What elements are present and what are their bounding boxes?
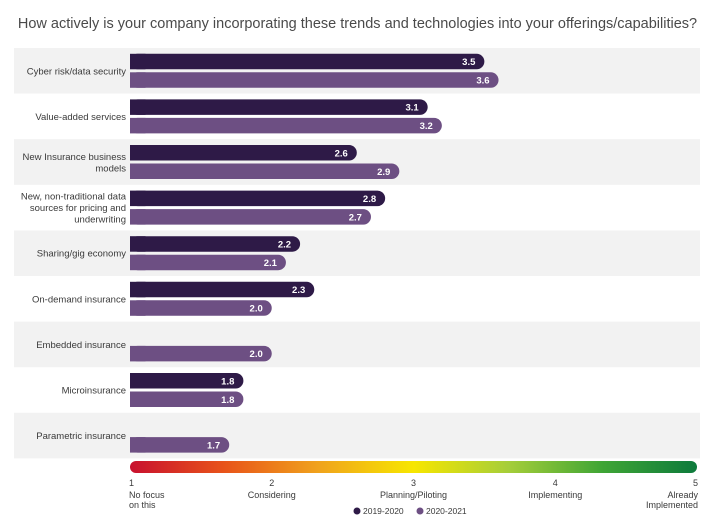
bar	[130, 117, 442, 134]
bars: 3.53.6 3.13.2 2.6 2.9 2.82.7 2.22.1 2.3 2.0 2.0 1…	[130, 53, 499, 453]
category-label: sources for pricing and	[30, 203, 126, 214]
row-bands	[14, 48, 700, 459]
bar-square-start	[130, 145, 146, 161]
bar-square-start	[130, 345, 146, 362]
tick-label: Implemented	[646, 500, 698, 510]
bar-square-start	[130, 53, 146, 70]
tick-label: No focus	[129, 490, 165, 500]
bar-square-start	[130, 300, 146, 316]
category-label: On-demand insurance	[32, 294, 126, 305]
bar-square-start	[130, 72, 146, 88]
bar-value-label: 2.8	[363, 194, 376, 205]
bar	[130, 209, 371, 225]
legend-label: 2020-2021	[426, 506, 467, 516]
bar-value-label: 1.8	[221, 376, 234, 387]
chart-title: How actively is your company incorporati…	[17, 16, 698, 32]
legend: 2019-2020 2020-2021	[353, 506, 467, 516]
category-label: New Insurance business	[23, 152, 127, 163]
bar-square-start	[130, 99, 146, 115]
bar	[130, 281, 315, 298]
bar	[130, 373, 244, 389]
bar-square-start	[130, 236, 146, 252]
bar-value-label: 3.5	[462, 57, 476, 68]
bar-square-start	[130, 391, 146, 407]
tick-label: Implementing	[528, 490, 582, 500]
bar-value-label: 1.8	[221, 395, 234, 406]
bar-value-label: 3.1	[405, 103, 419, 114]
bar-value-label: 2.3	[292, 285, 305, 296]
row-band	[14, 412, 700, 459]
tick-number: 1	[129, 478, 134, 488]
bar-value-label: 2.6	[335, 148, 348, 159]
bar-value-label: 2.1	[264, 258, 278, 269]
legend-label: 2019-2020	[363, 506, 404, 516]
bar-square-start	[130, 163, 146, 179]
category-label: New, non-traditional data	[21, 192, 127, 203]
bar	[130, 437, 230, 453]
bar	[130, 345, 272, 362]
bar-square-start	[130, 254, 146, 271]
bar	[130, 254, 286, 271]
bar-value-label: 1.7	[207, 440, 220, 451]
category-label: Sharing/gig economy	[37, 249, 126, 260]
bar-value-label: 3.6	[476, 76, 489, 87]
scale-bar	[130, 461, 697, 473]
bar-square-start	[130, 437, 146, 453]
row-band	[14, 321, 700, 368]
bar	[130, 163, 400, 179]
bar-square-start	[130, 281, 146, 298]
bar-square-start	[130, 209, 146, 225]
category-label: Parametric insurance	[36, 431, 126, 442]
bar-value-label: 2.2	[278, 239, 291, 250]
tick-number: 3	[411, 478, 416, 488]
category-label: Value-added services	[35, 112, 126, 123]
bar	[130, 300, 272, 316]
bar-value-label: 2.0	[250, 349, 263, 360]
legend-swatch	[416, 507, 424, 515]
bar-square-start	[130, 190, 146, 207]
tick-label: Planning/Piloting	[380, 490, 447, 500]
tick-label: Considering	[248, 490, 296, 500]
legend-swatch	[353, 507, 361, 515]
category-label: models	[95, 163, 126, 174]
row-band	[14, 230, 700, 276]
bar-value-label: 3.2	[420, 121, 433, 132]
bar-value-label: 2.7	[349, 212, 362, 223]
tick-number: 4	[553, 478, 558, 488]
category-labels: Cyber risk/data security Value-added serv…	[21, 66, 127, 442]
bar	[130, 99, 428, 115]
tick-number: 2	[269, 478, 274, 488]
tick-label: Already	[667, 490, 698, 500]
category-label: underwriting	[74, 215, 126, 226]
bar	[130, 53, 485, 70]
bar	[130, 145, 357, 161]
tick-label: on this	[129, 500, 156, 510]
bar	[130, 391, 244, 407]
category-label: Embedded insurance	[36, 340, 126, 351]
bar-square-start	[130, 373, 146, 389]
bar	[130, 190, 386, 207]
category-label: Microinsurance	[62, 386, 126, 397]
tick-number: 5	[693, 478, 698, 488]
bar	[130, 72, 499, 88]
bar	[130, 236, 301, 252]
bar-value-label: 2.9	[377, 167, 390, 178]
bar-value-label: 2.0	[250, 304, 263, 315]
category-label: Cyber risk/data security	[27, 66, 127, 77]
bar-square-start	[130, 117, 146, 134]
